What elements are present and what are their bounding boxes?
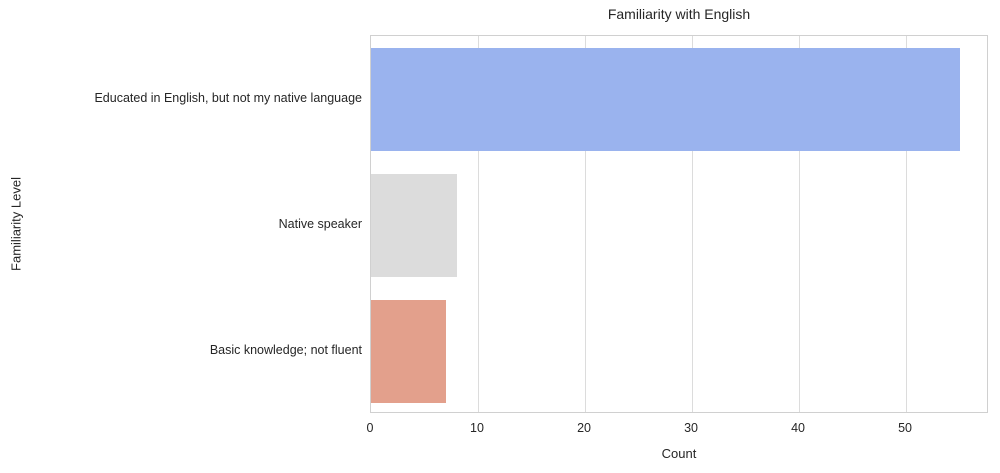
y-tick-label-1: Native speaker bbox=[278, 217, 362, 231]
bar-0 bbox=[371, 47, 960, 151]
bar-1 bbox=[371, 173, 457, 277]
gridline-x-30 bbox=[692, 36, 694, 412]
chart-title: Familiarity with English bbox=[607, 6, 751, 22]
y-tick-label-0: Educated in English, but not my native l… bbox=[94, 91, 362, 105]
x-tick-label-50: 50 bbox=[898, 421, 913, 435]
gridline-x-50 bbox=[906, 36, 908, 412]
y-tick-label-2: Basic knowledge; not fluent bbox=[209, 343, 362, 357]
x-tick-label-40: 40 bbox=[791, 421, 805, 435]
gridline-x-20 bbox=[585, 36, 587, 412]
bar-2 bbox=[371, 299, 446, 403]
x-tick-label-0: 0 bbox=[366, 421, 374, 435]
gridline-x-10 bbox=[478, 36, 480, 412]
gridline-x-40 bbox=[799, 36, 801, 412]
x-tick-label-20: 20 bbox=[577, 421, 591, 435]
x-tick-label-10: 10 bbox=[470, 421, 484, 435]
plot-area bbox=[370, 35, 988, 413]
x-tick-label-30: 30 bbox=[684, 421, 698, 435]
x-axis-label: Count bbox=[661, 446, 697, 461]
